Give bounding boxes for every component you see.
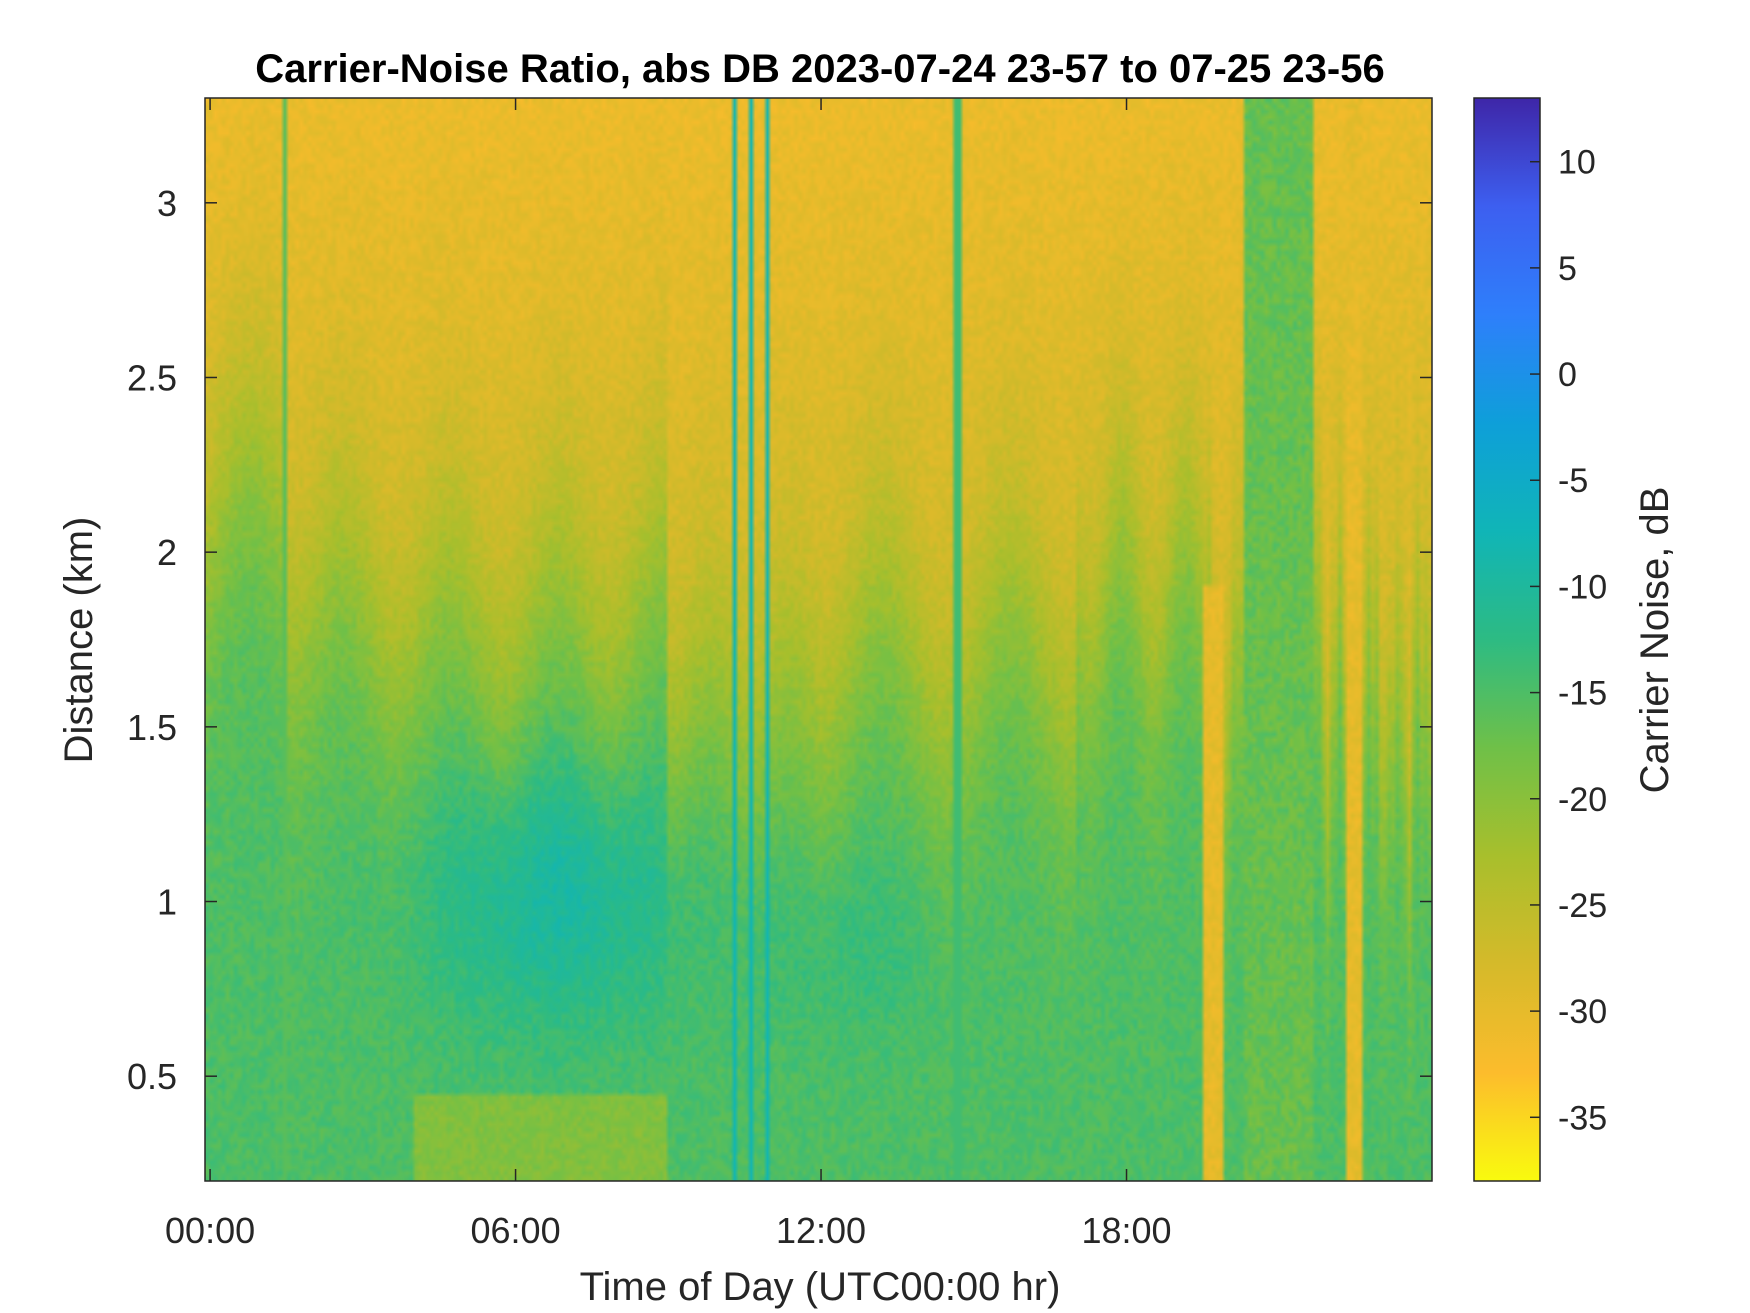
colorbar-ticks: 10 5 0 -5 -10 -15 -20 -25 -30 -35	[1530, 144, 1607, 1137]
y-axis: 0.5 1 1.5 2 2.5 3	[127, 183, 1432, 1097]
y-tick-label: 1.5	[127, 707, 177, 748]
colorbar-label: Carrier Noise, dB	[1633, 487, 1677, 794]
colorbar-tick-label: -30	[1558, 993, 1607, 1031]
colorbar-gradient	[1473, 97, 1541, 1182]
x-tick-label: 12:00	[776, 1210, 866, 1251]
colorbar-tick-label: -25	[1558, 887, 1607, 925]
x-axis-label: Time of Day (UTC00:00 hr)	[580, 1265, 1061, 1309]
colorbar-tick-label: -35	[1558, 1099, 1607, 1137]
plot-frame	[204, 97, 1433, 1182]
y-tick-label: 2	[157, 532, 177, 573]
colorbar-tick-label: 0	[1558, 356, 1577, 394]
y-tick-label: 0.5	[127, 1056, 177, 1097]
colorbar-tick-label: -15	[1558, 675, 1607, 713]
y-tick-label: 3	[157, 183, 177, 224]
colorbar-tick-label: -5	[1558, 462, 1588, 500]
y-axis-label: Distance (km)	[57, 517, 101, 764]
y-tick-label: 1	[157, 882, 177, 923]
colorbar-tick-label: 10	[1558, 144, 1596, 182]
heatmap-image	[205, 98, 1432, 1181]
y-tick-label: 2.5	[127, 357, 177, 398]
x-axis: 00:00 06:00 12:00 18:00	[165, 98, 1172, 1251]
x-tick-label: 06:00	[471, 1210, 561, 1251]
colorbar: 10 5 0 -5 -10 -15 -20 -25 -30 -35 Carrier Noise, …	[1473, 97, 1677, 1182]
x-tick-label: 18:00	[1081, 1210, 1171, 1251]
colorbar-tick-label: 5	[1558, 250, 1577, 288]
colorbar-tick-label: -20	[1558, 781, 1607, 819]
heatmap-plot	[204, 97, 1433, 1182]
colorbar-tick-label: -10	[1558, 568, 1607, 606]
x-tick-label: 00:00	[165, 1210, 255, 1251]
chart-title: Carrier-Noise Ratio, abs DB 2023-07-24 2…	[255, 47, 1384, 91]
